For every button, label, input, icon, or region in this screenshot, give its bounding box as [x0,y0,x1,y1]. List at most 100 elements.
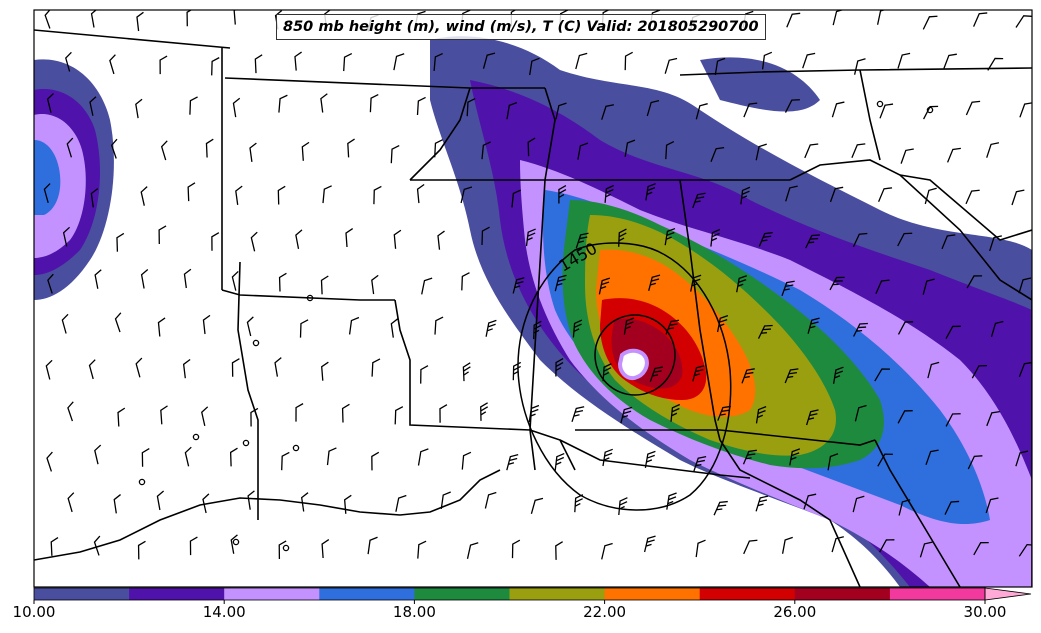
calm-wind-circle [306,294,314,302]
wind-barb [278,94,288,113]
wind-barb [281,451,290,471]
wind-barb [343,52,353,72]
wind-barb [620,406,633,424]
wind-barb [989,235,1002,252]
wind-barb [229,447,238,467]
wind-barb [665,319,680,335]
wind-barb [755,143,767,161]
wind-barb [736,275,747,293]
calm-wind-circle [926,106,934,114]
wind-barb [1034,497,1041,516]
wind-barb [320,93,328,113]
wind-barb [644,450,656,469]
wind-barb [137,540,146,560]
wind-barb [326,447,337,466]
wind-barb [755,495,769,512]
wind-barb [967,455,983,470]
wind-barb [695,539,706,558]
wind-barb [946,147,961,163]
wind-barb [320,275,329,295]
wind-barb [758,231,773,247]
wind-barb [664,57,678,74]
state-boundaries [34,29,1032,587]
wind-barb [371,274,379,295]
colorbar-tick-label: 18.00 [392,603,436,621]
wind-barb [781,536,793,554]
wind-barb [1015,15,1032,28]
wind-barb [158,225,167,245]
wind-barb [898,499,911,516]
calm-wind-circle [242,439,250,447]
wind-barb [755,406,767,424]
wind-barb [648,274,661,291]
wind-barb [693,455,707,472]
wind-barb [189,536,198,556]
wind-barb [189,96,198,115]
wind-barb [665,140,675,160]
wind-barb [878,187,893,202]
wind-barb [710,228,721,247]
wind-barb [371,451,380,471]
wind-barb [394,406,404,425]
calm-wind-circle [252,339,260,347]
colorbar-tick-label: 10.00 [12,603,56,621]
wind-barb [624,139,636,157]
wind-barb [437,230,445,250]
calm-wind-circle [876,100,884,108]
wind-barb [602,448,613,467]
colorbar-segment [794,588,891,600]
wind-barb [922,278,935,295]
wind-barb [345,228,354,248]
wind-barb [343,494,352,514]
wind-barb [393,53,405,71]
wind-barb [789,448,801,466]
wind-barb [484,491,497,509]
wind-barb [371,358,381,377]
wind-barb [160,140,168,161]
wind-barb [113,494,121,514]
wind-barb [88,359,96,380]
wind-barb [67,492,75,513]
wind-barb [897,52,911,69]
wind-barb [525,228,536,247]
wind-barb [577,142,589,160]
wind-barb [44,10,51,29]
calm-wind-circle [282,544,290,552]
wind-barb [278,540,287,560]
height-contour-inner [594,314,676,396]
wind-barb [805,409,819,426]
wind-barb [925,449,939,466]
wind-barb [434,316,444,335]
wind-barb [109,54,116,75]
wind-barb [670,403,681,422]
wind-barb [294,51,302,71]
wind-barb [187,182,196,202]
wind-barb [348,316,360,335]
wind-barb [184,446,192,467]
wind-barb [421,277,433,295]
wind-barb [971,364,987,379]
wind-barb [322,185,332,204]
wind-barb [785,185,798,202]
wind-barb [94,444,102,465]
wind-barb [160,405,168,425]
wind-barb [528,404,540,423]
wind-barb [987,57,1004,71]
wind-barb [202,493,210,514]
wind-barb [230,534,238,554]
wind-barb [941,234,956,250]
wind-barb [460,186,473,204]
wind-barb [434,139,443,158]
colorbar-border [33,587,986,601]
wind-barb [46,451,53,472]
wind-barb [135,98,143,119]
wind-barb [716,315,729,333]
wind-barb [602,363,612,382]
wind-barb [743,102,758,118]
wind-barb [416,96,426,116]
colorbar-segment [34,588,130,600]
temp-band-16-18-west [34,140,61,215]
wind-barb [67,401,74,422]
temp-band-10-12-topright [700,57,820,112]
